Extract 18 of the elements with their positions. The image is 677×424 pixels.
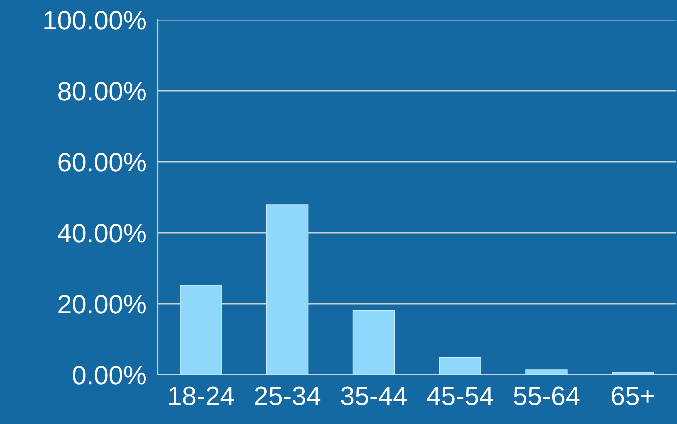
bar (180, 285, 222, 375)
x-tick-label: 35-44 (341, 386, 407, 406)
y-tick-label: 80.00% (58, 82, 146, 101)
bar (439, 357, 482, 375)
y-tick-label: 20.00% (58, 295, 146, 314)
x-tick-label: 25-34 (255, 386, 321, 406)
bar (266, 204, 309, 375)
bar (526, 370, 568, 375)
y-tick-label: 40.00% (58, 224, 146, 243)
x-tick-label: 55-64 (514, 386, 580, 406)
y-tick-label: 100.00% (44, 11, 146, 30)
x-tick-label: 18-24 (169, 386, 234, 406)
x-tick-label: 65+ (612, 386, 654, 406)
bar (612, 372, 654, 375)
y-tick-label: 0.00% (73, 366, 146, 385)
x-tick-label: 45-54 (427, 387, 494, 406)
y-tick-label: 60.00% (58, 153, 146, 172)
bar (352, 310, 396, 375)
